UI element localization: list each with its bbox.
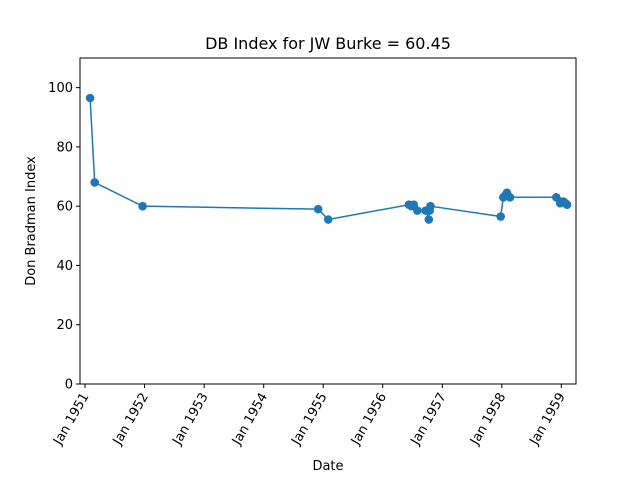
y-tick-label: 80 <box>56 140 73 155</box>
y-axis: 0 20 40 60 80 100 <box>48 81 80 393</box>
y-tick-label: 100 <box>48 81 73 96</box>
y-tick-label: 40 <box>56 259 73 274</box>
data-point <box>85 93 95 103</box>
data-point <box>313 204 323 214</box>
chart-title: DB Index for JW Burke = 60.45 <box>205 34 451 53</box>
plot-area <box>85 93 572 224</box>
data-point <box>413 206 422 215</box>
y-tick-label: 20 <box>56 318 73 333</box>
y-axis-label: Don Bradman Index <box>24 156 39 286</box>
data-point <box>323 215 333 224</box>
axes-frame <box>79 57 577 385</box>
data-point <box>505 192 515 202</box>
data-point <box>90 178 99 187</box>
data-point <box>424 215 434 224</box>
data-point <box>562 200 572 209</box>
data-point <box>426 201 435 211</box>
y-tick-label: 0 <box>65 378 73 393</box>
data-point <box>138 201 147 211</box>
x-axis-label: Date <box>312 459 343 474</box>
y-tick-label: 60 <box>56 200 73 215</box>
data-point <box>496 212 505 221</box>
